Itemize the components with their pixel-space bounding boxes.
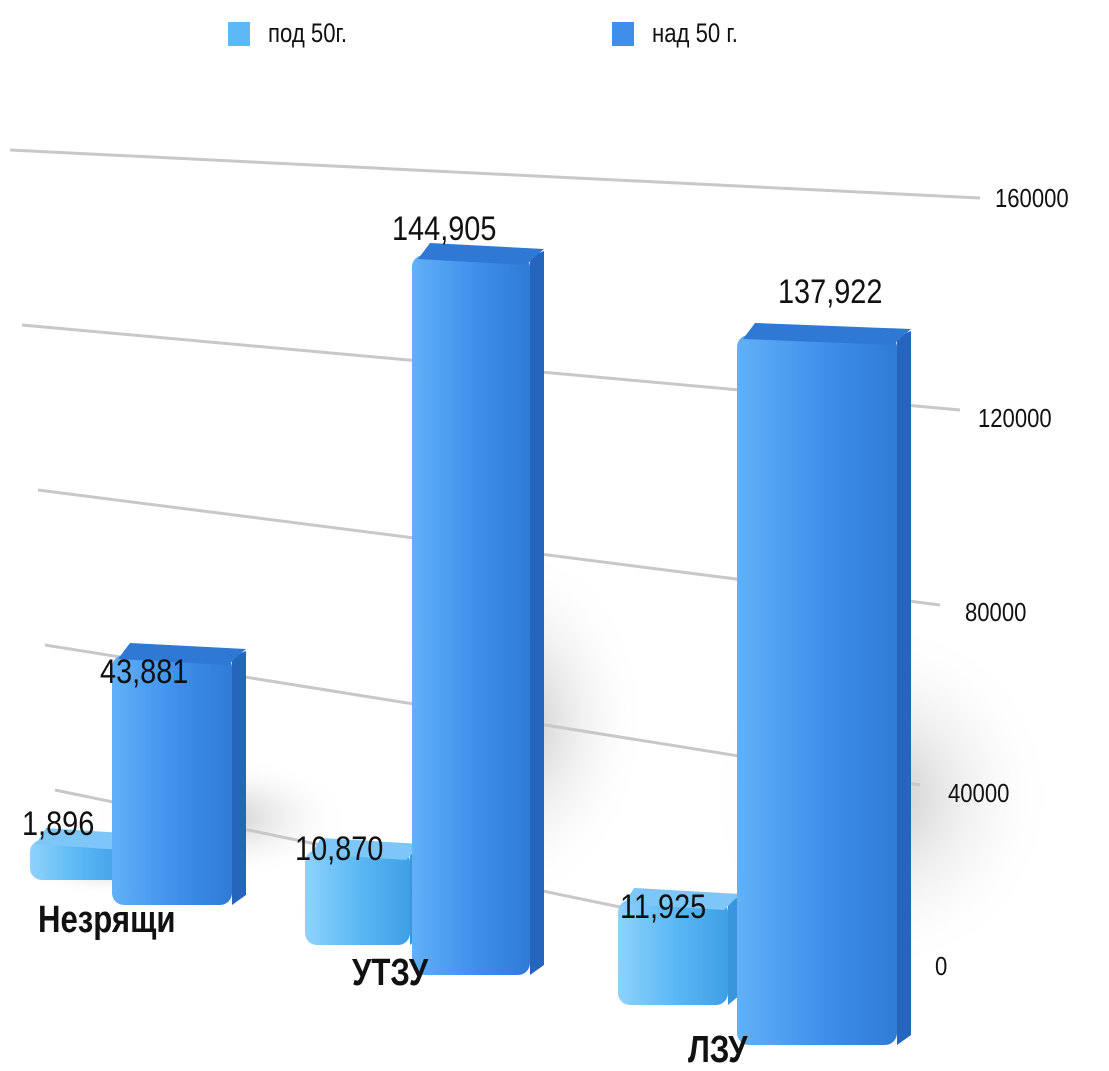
bar-side-1-1	[530, 251, 544, 975]
data-labels: 1,896 43,881 10,870 144,905 11,925 137,922	[22, 209, 882, 926]
bar-side-0-1	[232, 651, 246, 905]
bar-top-2-1	[743, 323, 911, 345]
legend-swatch-over-50	[612, 21, 634, 46]
data-label-1-1: 144,905	[392, 209, 496, 248]
bar-front-2-0	[618, 900, 728, 1005]
data-label-0-1: 43,881	[100, 652, 188, 691]
data-label-2-1: 137,922	[778, 272, 882, 311]
bar-front-0-0	[30, 840, 125, 880]
bar-side-2-1	[897, 331, 911, 1045]
legend-item-over-50: над 50 г.	[612, 18, 757, 49]
bar-top-1-1	[418, 243, 544, 265]
y-tick-label-0: 0	[935, 952, 947, 981]
category-label-1: УТЗУ	[352, 952, 428, 994]
legend-swatch-under-50	[228, 21, 250, 46]
bar-front-1-0	[305, 850, 410, 945]
category-label-2: ЛЗУ	[688, 1029, 748, 1071]
y-tick-label-120000: 120000	[978, 404, 1052, 433]
bar-top-0-1	[118, 643, 246, 665]
data-label-0-0: 1,896	[22, 804, 94, 843]
legend-label-over-50: над 50 г.	[652, 18, 738, 48]
y-tick-label-160000: 160000	[995, 184, 1069, 213]
bar-top-1-0	[311, 838, 422, 860]
bar-front-1-1	[412, 255, 530, 975]
legend-item-under-50: под 50г.	[228, 18, 364, 49]
data-label-1-0: 10,870	[295, 829, 383, 868]
bar-front-2-1	[737, 335, 897, 1045]
y-tick-label-40000: 40000	[948, 779, 1009, 808]
category-labels: Незрящи УТЗУ ЛЗУ	[38, 899, 748, 1071]
bar-2-1	[737, 323, 911, 1045]
gridline-0	[9, 148, 981, 200]
bars	[30, 243, 911, 1045]
bar-front-0-1	[112, 655, 232, 905]
y-tick-label-80000: 80000	[965, 598, 1026, 627]
y-axis-ticks: 0 40000 80000 120000 160000	[935, 184, 1069, 981]
legend: под 50г. над 50 г.	[0, 18, 1109, 58]
data-label-2-0: 11,925	[620, 887, 706, 926]
bar-0-1	[112, 643, 246, 905]
bar-1-1	[412, 243, 544, 975]
category-label-0: Незрящи	[38, 899, 176, 941]
bar-top-2-0	[624, 888, 740, 910]
bar-top-0-0	[36, 828, 137, 850]
legend-label-under-50: под 50г.	[268, 18, 348, 48]
